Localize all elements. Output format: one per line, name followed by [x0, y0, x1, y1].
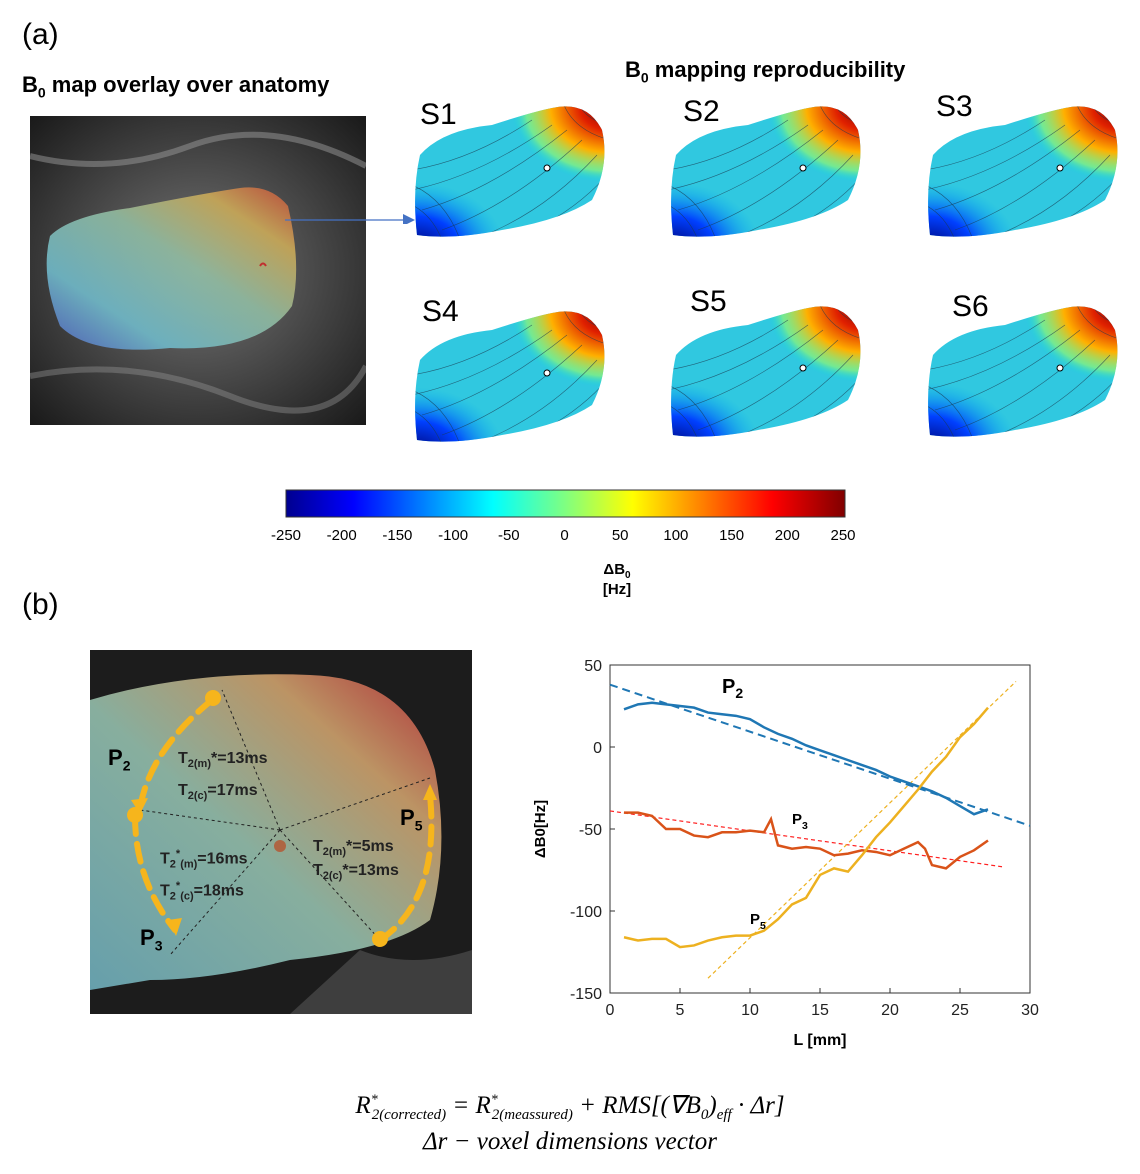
colorbar-tick: -50 [497, 527, 520, 544]
panel-a-label: (a) [22, 18, 59, 51]
t2-sector2-corrected: T2*(c)=18ms [160, 880, 244, 903]
session-label: S3 [936, 90, 973, 123]
colorbar-tick: 150 [719, 527, 745, 544]
t2-sector2-measured: T2*(m)=16ms [160, 848, 248, 871]
session-label: S5 [690, 285, 727, 318]
series-line-p5 [623, 706, 989, 949]
equation-line-1: R*2(corrected) = R*2(meassured) + RMS[(∇… [355, 1092, 785, 1123]
session-map-s5 [671, 306, 861, 437]
overlay-title: B0 map overlay over anatomy [22, 72, 330, 101]
t2-sector1-corrected: T2(c)=17ms [178, 782, 258, 803]
b0-overlay-image [30, 116, 366, 425]
y-tick-label: -50 [579, 822, 602, 839]
equation-line-2: Δr − voxel dimensions vector [423, 1128, 717, 1155]
paths-overlay-image [90, 650, 472, 1014]
series-line-p2 [623, 701, 989, 816]
y-tick-label: -100 [570, 904, 602, 921]
session-label: S6 [952, 290, 989, 323]
panel-b-label: (b) [22, 588, 59, 621]
x-tick-label: 0 [606, 1002, 615, 1019]
colorbar-tick: 50 [611, 527, 629, 544]
fit-line [707, 680, 1017, 979]
fit-line [609, 683, 1031, 827]
p3-path-label: P3 [140, 925, 163, 954]
y-tick-label: 0 [593, 740, 602, 757]
p5-path-label: P5 [400, 805, 423, 834]
session-map-s2 [671, 106, 861, 237]
colorbar-tick: 250 [830, 527, 856, 544]
x-tick-label: 10 [741, 1002, 759, 1019]
colorbar-label: ΔB0 [Hz] [602, 561, 632, 598]
session-label: S2 [683, 95, 720, 128]
colorbar-tick: -100 [438, 527, 469, 544]
t2-sector1-measured: T2(m)*=13ms [178, 750, 268, 771]
x-tick-label: 20 [881, 1002, 899, 1019]
session-label: S4 [422, 295, 459, 328]
session-map-s1 [415, 106, 605, 237]
t2-sector3-measured: T2(m)*=5ms [313, 838, 394, 859]
x-axis-label: L [mm] [793, 1032, 846, 1049]
y-tick-label: -150 [570, 986, 602, 1003]
series-line-p3 [624, 811, 989, 870]
colorbar-tick: 100 [663, 527, 689, 544]
colorbar-tick: 200 [774, 527, 800, 544]
y-tick-label: 50 [584, 658, 602, 675]
session-label: S1 [420, 98, 457, 131]
x-tick-label: 25 [951, 1002, 969, 1019]
t2-sector3-corrected: T2(c)*=13ms [313, 862, 399, 883]
fit-line [609, 810, 1003, 868]
session-map-s6 [928, 306, 1118, 437]
session-map-s3 [928, 106, 1118, 237]
reproducibility-title: B0 mapping reproducibility [625, 57, 906, 86]
x-tick-label: 30 [1021, 1002, 1039, 1019]
colorbar-tick: 0 [560, 527, 569, 544]
x-tick-label: 5 [676, 1002, 685, 1019]
colorbar-tick: -250 [270, 527, 302, 544]
session-map-s4 [415, 311, 605, 442]
x-tick-label: 15 [811, 1002, 829, 1019]
p2-path-label: P2 [108, 745, 131, 774]
colorbar [285, 489, 846, 518]
colorbar-tick: -150 [382, 527, 413, 544]
arrow [285, 214, 415, 224]
colorbar-tick: -200 [326, 527, 357, 544]
y-axis-label: ΔB0[Hz] [532, 800, 549, 858]
